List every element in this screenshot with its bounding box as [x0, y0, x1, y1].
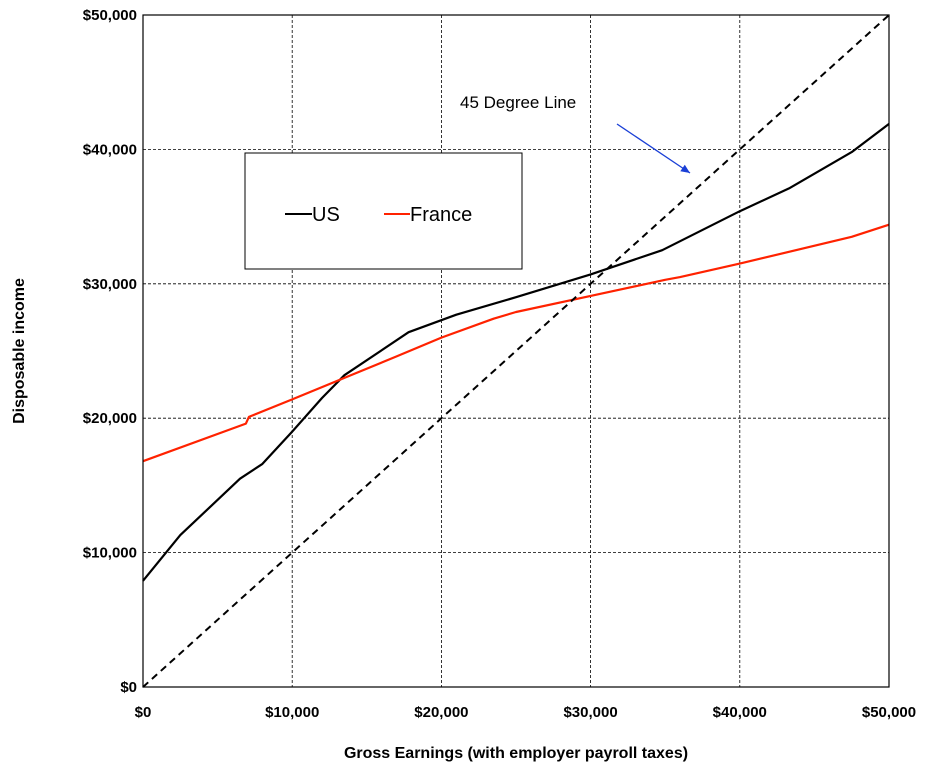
y-axis-title: Disposable income [11, 278, 28, 424]
x-tick-label: $20,000 [414, 704, 468, 721]
y-tick-label: $20,000 [83, 410, 137, 427]
x-tick-label: $40,000 [713, 704, 767, 721]
x-tick-labels: $0 $10,000 $20,000 $30,000 $40,000 $50,000 [135, 704, 916, 721]
legend-label-us: US [312, 204, 340, 226]
plot-area-border [142, 14, 890, 688]
x-axis-title: Gross Earnings (with employer payroll ta… [344, 745, 688, 762]
annotation-arrow [616, 123, 691, 174]
legend-label-france: France [410, 204, 472, 226]
legend-box [244, 152, 523, 270]
x-tick-label: $30,000 [563, 704, 617, 721]
y-tick-label: $40,000 [83, 141, 137, 158]
x-tick-label: $50,000 [862, 704, 916, 721]
series-line-2 [142, 14, 890, 688]
annotation-45-degree: 45 Degree Line [460, 93, 691, 174]
legend: US France [244, 152, 523, 270]
annotation-text: 45 Degree Line [460, 93, 576, 112]
series-line-france [142, 223, 890, 463]
annotation-arrowhead [680, 164, 690, 173]
x-tick-label: $0 [135, 704, 152, 721]
grid-lines [143, 15, 889, 687]
y-tick-label: $30,000 [83, 276, 137, 293]
series-line-us [142, 123, 890, 582]
y-tick-label: $50,000 [83, 7, 137, 24]
x-tick-label: $10,000 [265, 704, 319, 721]
series-lines [142, 14, 890, 688]
y-tick-labels: $0 $10,000 $20,000 $30,000 $40,000 $50,000 [83, 7, 137, 696]
y-tick-label: $10,000 [83, 545, 137, 562]
y-tick-label: $0 [120, 679, 137, 696]
